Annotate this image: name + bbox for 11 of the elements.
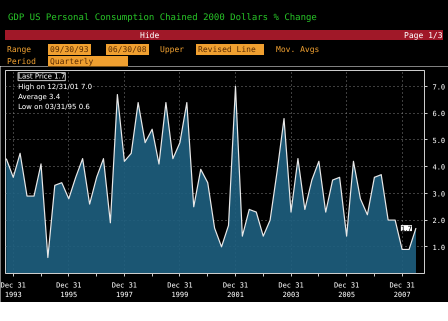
- text: Upper: [160, 44, 184, 56]
- text: 09/30/93: [48, 44, 91, 56]
- text: 06/30/08: [106, 44, 149, 56]
- text: Revised Line: [196, 44, 264, 56]
- chart-title: GDP US Personal Consumption Chained 2000 Dollars % Change: [8, 12, 317, 25]
- text: Quarterly: [48, 56, 128, 68]
- text: Mov. Avgs: [276, 44, 320, 56]
- text: Period: [7, 56, 36, 68]
- text: Hide: [140, 30, 160, 42]
- text: Range: [7, 44, 32, 56]
- text: Page 1/3: [404, 30, 443, 42]
